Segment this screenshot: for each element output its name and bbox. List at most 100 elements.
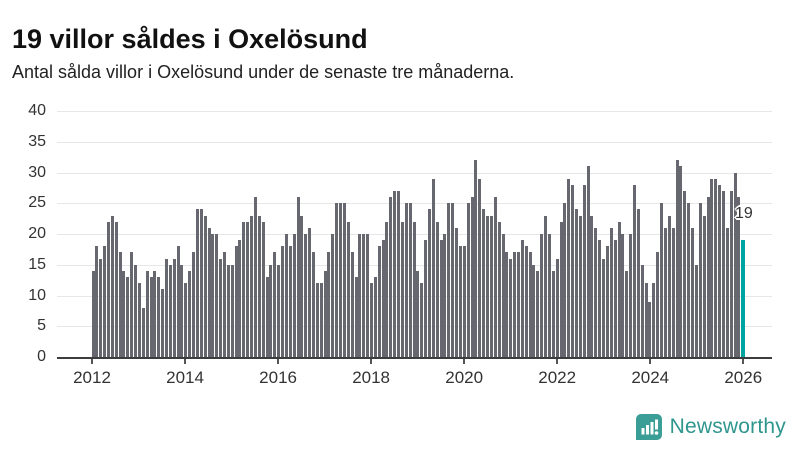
x-axis-tick	[649, 359, 652, 364]
bar	[358, 234, 362, 357]
bar	[164, 258, 168, 357]
bar	[698, 203, 702, 358]
bar	[219, 258, 223, 357]
bar	[462, 246, 466, 357]
bar	[377, 246, 381, 357]
gridline	[57, 203, 772, 205]
bar	[215, 234, 219, 357]
bar	[195, 209, 199, 357]
bar	[733, 172, 737, 357]
bar	[327, 252, 331, 357]
branding[interactable]: Newsworthy	[635, 412, 786, 442]
bar	[536, 270, 540, 357]
bar	[702, 215, 706, 357]
x-axis-tick-label: 2024	[631, 368, 670, 387]
bar	[424, 240, 428, 357]
bar	[103, 246, 107, 357]
x-axis-tick	[370, 359, 373, 364]
bar	[532, 264, 536, 358]
y-axis-tick-label: 10	[28, 286, 46, 304]
bar	[555, 258, 559, 357]
y-axis-tick-label: 25	[28, 194, 46, 212]
bar	[513, 252, 517, 357]
bar	[315, 283, 319, 357]
bar	[633, 184, 637, 357]
bar	[346, 221, 350, 357]
bar	[671, 227, 675, 357]
bar	[489, 215, 493, 357]
bar-chart: 0 5 10 15 20 25 30 35 40 2012 2014 2016 2018 2020 2022…	[28, 103, 772, 387]
bar	[609, 227, 613, 357]
bar	[667, 215, 671, 357]
bar	[381, 240, 385, 357]
bar	[366, 234, 370, 357]
bar	[683, 190, 687, 357]
bar	[207, 227, 211, 357]
bar	[238, 240, 242, 357]
y-axis-tick-label: 15	[28, 255, 46, 273]
bar	[648, 301, 652, 357]
bar	[575, 209, 578, 357]
bar	[474, 160, 478, 357]
bar	[663, 227, 667, 357]
bar	[234, 246, 238, 357]
bar	[319, 283, 323, 357]
bar	[304, 234, 308, 357]
bar	[625, 270, 629, 357]
bar	[106, 221, 110, 357]
bar	[656, 252, 660, 357]
bar	[563, 203, 567, 358]
x-axis-tick	[463, 359, 466, 364]
x-axis-tick-label: 2020	[445, 368, 484, 387]
y-axis-tick-label: 5	[37, 317, 46, 335]
bar	[660, 203, 664, 358]
bar	[636, 209, 640, 357]
bar	[230, 264, 234, 358]
bar	[629, 234, 633, 357]
bar	[602, 258, 606, 357]
y-axis-tick-label: 20	[28, 225, 46, 242]
x-axis-tick-label: 2026	[724, 368, 763, 387]
bar	[261, 221, 265, 357]
x-axis-line	[57, 357, 772, 359]
bar	[714, 178, 718, 357]
bar	[621, 234, 625, 357]
bar	[157, 277, 161, 358]
bar	[331, 234, 335, 357]
bar	[706, 197, 710, 357]
bar	[679, 166, 683, 357]
bar	[389, 197, 393, 357]
bar	[370, 283, 373, 357]
bar	[137, 283, 141, 357]
bar	[486, 215, 490, 357]
bar	[126, 277, 130, 358]
bar	[211, 234, 215, 357]
bar	[145, 270, 149, 357]
bar	[176, 246, 180, 357]
bar	[482, 209, 486, 357]
bar	[718, 184, 722, 357]
bar	[203, 215, 207, 357]
bar	[180, 264, 184, 358]
bar	[497, 221, 501, 357]
bar	[153, 270, 157, 357]
bar	[134, 264, 138, 358]
gridline	[57, 111, 772, 112]
x-axis-tick-label: 2018	[352, 368, 391, 387]
gridline	[57, 172, 772, 174]
bar	[226, 264, 230, 358]
bar	[428, 209, 432, 357]
bar	[435, 221, 439, 357]
bar	[350, 252, 354, 357]
bar	[478, 178, 482, 357]
x-axis-tick-label: 2016	[259, 368, 297, 387]
bar	[172, 258, 176, 357]
bar	[640, 264, 644, 358]
bar	[412, 221, 416, 357]
x-axis-tick-label: 2012	[73, 368, 111, 387]
bar	[284, 234, 288, 357]
x-axis-tick-label: 2014	[166, 368, 204, 387]
bar	[288, 246, 292, 357]
bar	[253, 197, 257, 357]
bar	[644, 283, 648, 357]
